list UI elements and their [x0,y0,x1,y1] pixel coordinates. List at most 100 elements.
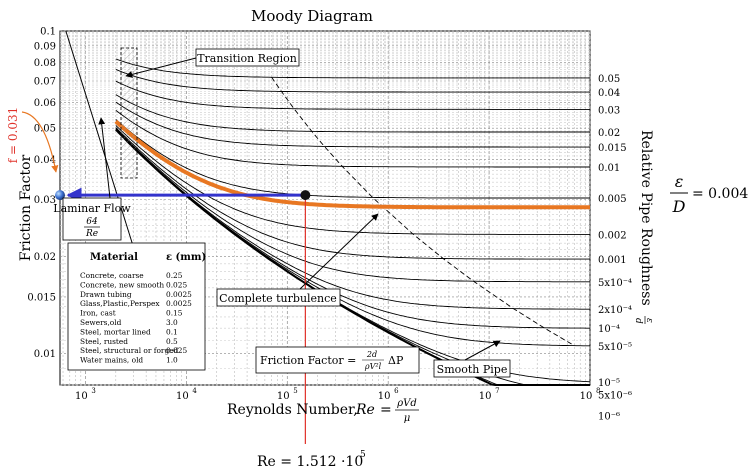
x-tick-exponent: 4 [192,387,197,395]
roughness-curve [115,119,590,199]
roughness-curve [115,125,590,235]
roughness-label: 0.04 [598,88,620,99]
complete-turbulence-line [271,77,575,347]
y-tick-label: 0.07 [34,76,56,87]
material-name: Drawn tubing [80,290,132,299]
x-tick-exponent: 6 [394,387,399,395]
roughness-label: 0.03 [598,105,620,116]
roughness-label: 0.002 [598,230,627,241]
right-axis-label-symbol-den: d [633,318,643,324]
roughness-curve [115,58,590,79]
roughness-curve [115,94,590,133]
complete-turbulence-label: Complete turbulence [219,292,337,305]
material-eps: 0.0025 [166,299,192,308]
overlays [55,119,590,444]
roughness-curve [115,128,590,283]
complete-turbulence-callout: Complete turbulence [216,213,379,307]
highlight-curve [114,119,590,210]
x-axis-label: Reynolds Number, Re = ρVd μ [227,398,419,424]
material-eps: 1.0 [166,356,178,365]
roughness-label: 10⁻⁴ [598,324,620,335]
material-name: Water mains, old [80,356,143,365]
roughness-curves: 0.05 0.04 0.03 0.02 0.015 0.01 0.005 0.002 0.001… [65,30,632,423]
laminar-flow-callout: Laminar Flow 64 Re [53,117,131,241]
y-axis-label: Friction Factor [18,154,34,261]
chart-title: Moody Diagram [251,7,373,25]
f-axis-dot [55,190,65,201]
re-value-label: Re = 1.512 ·10 5 [257,450,366,470]
material-name: Concrete, coarse [80,271,144,280]
x-axis-label-text: Reynolds Number, [227,402,358,418]
x-tick-exponent: 8 [596,387,600,395]
friction-eq-suffix: ΔP [388,354,404,367]
y-tick-label: 0.1 [40,27,56,38]
roughness-label: 10⁻⁵ [598,378,620,389]
smooth-pipe-curve [115,129,590,386]
eps-ratio-label: ε D = 0.004 [670,172,748,216]
roughness-label: 0.05 [598,74,620,85]
transition-region [120,47,138,179]
x-tick-exponent: 5 [293,387,297,395]
y-tick-label: 0.08 [34,58,56,69]
eps-ratio-num: ε [675,172,684,191]
x-tick-label: 10 [75,391,88,402]
roughness-curve [115,80,590,110]
material-table-header-eps: ε (mm) [166,252,206,263]
x-tick-label: 10 [378,391,391,402]
roughness-label: 10⁻⁶ [598,412,620,423]
roughness-label: 0.001 [598,255,627,266]
x-tick-label: 10 [580,391,593,402]
right-axis-label-text: Relative Pipe Roughness [638,130,654,306]
roughness-label: 2x10⁻⁴ [598,305,632,316]
y-tick-label: 0.06 [34,98,56,109]
x-axis-label-frac-den: μ [404,413,411,424]
x-tick-label: 10 [176,391,189,402]
material-table: Material ε (mm) Concrete, coarse 0.25Conc… [67,242,206,371]
roughness-label: 5x10⁻⁵ [598,342,632,353]
re-value-text: Re = 1.512 ·10 [257,454,363,470]
smooth-pipe-callout: Smooth Pipe [433,340,511,378]
roughness-label: 0.015 [598,143,627,154]
material-eps: 0.15 [166,309,183,318]
x-axis-label-frac-num: ρVd [396,398,417,409]
laminar-flow-num: 64 [86,217,98,227]
laminar-flow-label: Laminar Flow [53,202,131,215]
y-tick-label: 0.09 [34,41,56,52]
material-eps: 0.025 [166,346,187,355]
friction-eq-den: ρV²l [364,362,382,371]
laminar-flow-den: Re [85,229,98,239]
roughness-curve [115,110,590,168]
material-name: Glass,Plastic,Perspex [80,299,160,308]
eps-ratio-value: = 0.004 [692,186,748,202]
x-tick-exponent: 7 [495,387,499,395]
friction-eq-prefix: Friction Factor = [260,354,356,367]
friction-eq-num: 2d [366,350,377,359]
y-tick-label: 0.015 [27,292,56,303]
operating-point [300,190,311,201]
material-eps: 0.0025 [166,290,192,299]
smooth-pipe-label: Smooth Pipe [437,363,508,376]
x-tick-exponent: 3 [91,387,95,395]
material-name: Steel, structural or forged [80,346,179,355]
material-eps: 3.0 [166,318,178,327]
material-name: Steel, mortar lined [80,327,151,336]
material-name: Sewers,old [80,318,122,327]
material-table-header-material: Material [90,252,138,263]
y-tick-label: 0.02 [34,252,56,263]
material-name: Steel, rusted [80,337,128,346]
y-tick-label: 0.04 [34,155,56,166]
x-tick-label: 10 [479,391,492,402]
y-tick-label: 0.05 [34,124,56,135]
material-eps: 0.25 [166,271,183,280]
transition-region-callout: Transition Region [125,48,300,78]
eps-ratio-den: D [672,197,686,216]
material-name: Iron, cast [80,309,116,318]
f-value-arrow [21,111,59,173]
x-axis-label-var: Re [355,402,375,418]
roughness-label: 5x10⁻⁴ [598,278,632,289]
roughness-label: 0.005 [598,194,627,205]
x-tick-label: 10 [277,391,290,402]
roughness-label: 5x10⁻⁶ [598,391,632,402]
